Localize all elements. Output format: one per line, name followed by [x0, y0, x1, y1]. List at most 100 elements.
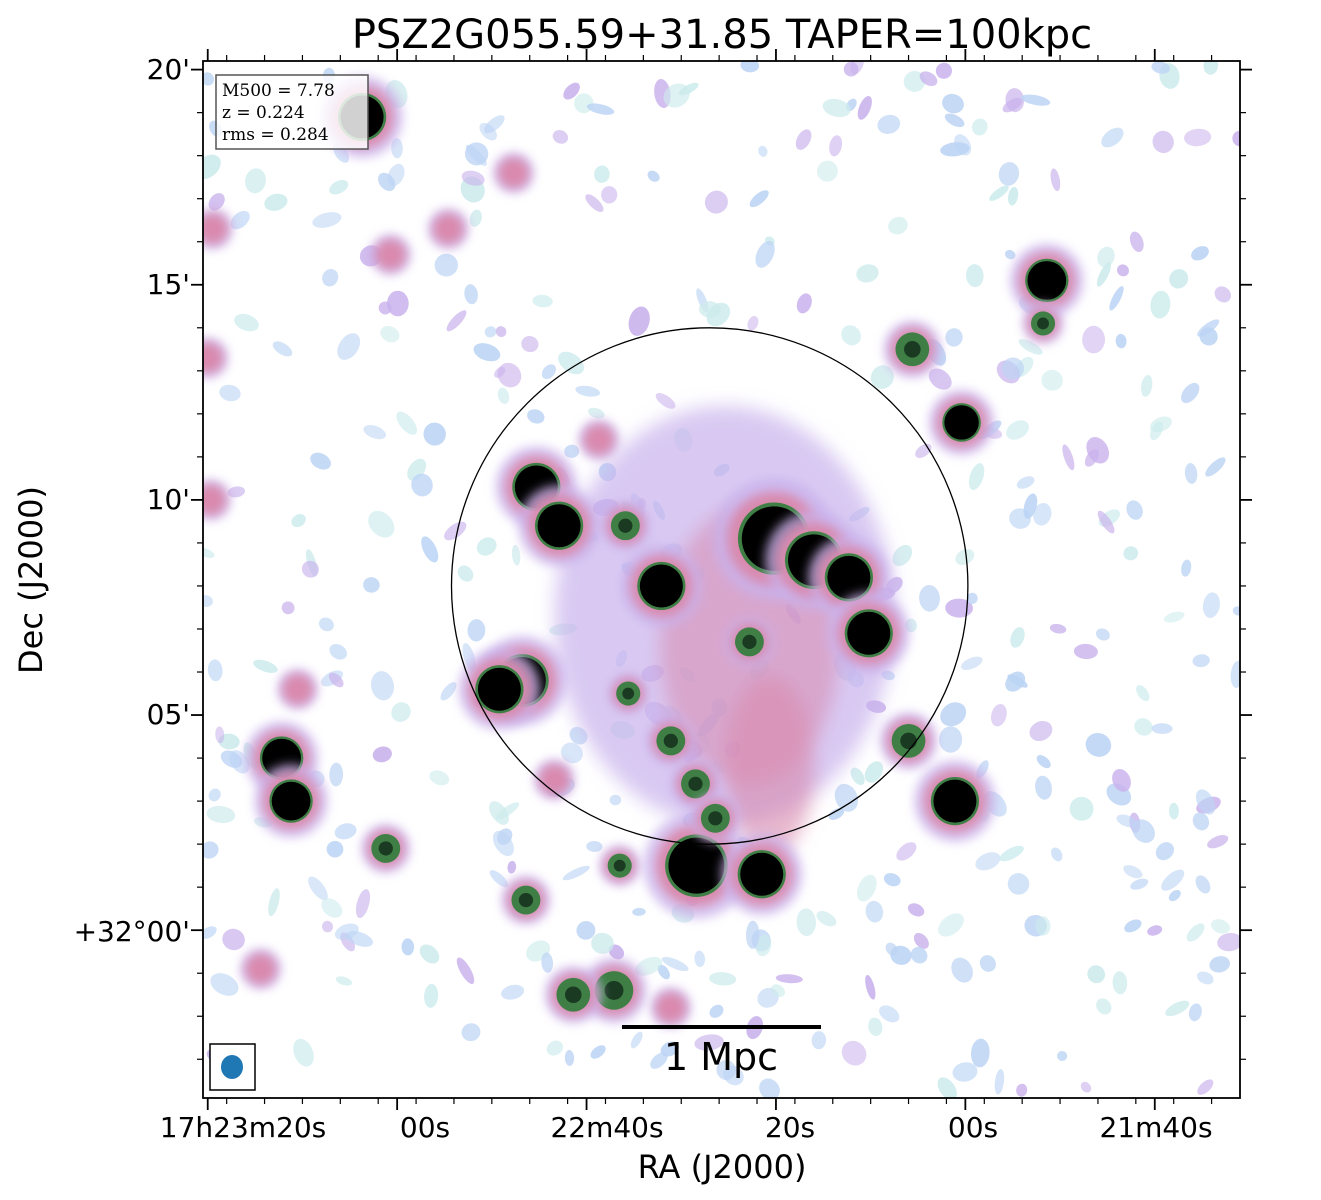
noise-blob [960, 656, 983, 671]
noise-blob [1151, 61, 1170, 74]
noise-blob [1096, 998, 1112, 1015]
beam-ellipse [221, 1055, 243, 1079]
noise-blob [321, 898, 343, 918]
noise-blob [222, 928, 245, 951]
noise-blob [706, 302, 731, 327]
noise-blob [1023, 493, 1038, 519]
noise-blob [1007, 674, 1028, 688]
noise-blob [709, 1004, 724, 1018]
noise-blob [1163, 611, 1185, 623]
source-core [548, 773, 561, 786]
noise-blob [590, 1045, 606, 1059]
noise-blob [203, 154, 221, 180]
noise-blob [796, 293, 812, 314]
noise-blob [1096, 262, 1111, 287]
noise-blob [497, 362, 522, 388]
noise-blob [1112, 768, 1131, 792]
noise-blob [281, 601, 295, 615]
noise-blob [1010, 627, 1025, 648]
radio-source [928, 389, 995, 456]
noise-blob [907, 903, 925, 917]
noise-blob [1168, 802, 1179, 820]
noise-blob [401, 938, 415, 956]
noise-blob [709, 972, 737, 986]
noise-blob [979, 955, 996, 972]
noise-blob [301, 560, 319, 578]
source-core [604, 980, 624, 1000]
noise-blob [253, 659, 278, 673]
y-tick-labels: 20' 15' 10' 05' +32°00' [74, 53, 190, 948]
noise-blob [609, 794, 622, 806]
noise-blob [913, 932, 929, 949]
noise-blob [632, 907, 646, 916]
noise-blob [661, 956, 689, 972]
noise-blob [775, 974, 803, 984]
source-core [944, 405, 979, 440]
source-core [613, 859, 626, 872]
noise-blob [560, 742, 583, 764]
radio-source [650, 987, 692, 1029]
info-m500: M500 = 7.78 [222, 81, 335, 101]
noise-blob [888, 216, 908, 235]
noise-blob [1101, 127, 1124, 148]
noise-blob [1033, 503, 1052, 526]
noise-blob [219, 384, 241, 402]
source-core [537, 504, 581, 548]
source-core [900, 732, 917, 750]
noise-blob [1195, 875, 1211, 894]
noise-blob [1186, 923, 1205, 942]
x-axis-label: RA (J2000) [638, 1148, 807, 1186]
noise-blob [1161, 869, 1185, 891]
noise-blob [955, 548, 975, 566]
source-core [668, 837, 725, 894]
source-core [664, 1001, 677, 1014]
noise-blob [328, 672, 344, 688]
noise-blob [628, 306, 650, 336]
noise-blob [1062, 444, 1075, 471]
noise-blob [928, 368, 952, 390]
noise-blob [647, 170, 660, 182]
noise-blob [841, 325, 861, 346]
chart-title: PSZ2G055.59+31.85 TAPER=100kpc [352, 12, 1092, 58]
noise-blob [411, 473, 433, 497]
noise-blob [310, 452, 331, 470]
radio-source [493, 152, 535, 194]
noise-blob [206, 805, 236, 824]
noise-blob [655, 393, 676, 409]
noise-blob [1191, 246, 1209, 261]
noise-blob [694, 950, 706, 967]
noise-blob [1041, 369, 1063, 391]
noise-blob [1197, 319, 1220, 337]
radio-source [203, 208, 233, 250]
noise-blob [220, 750, 243, 768]
y-tick-label: 20' [147, 53, 190, 86]
noise-blob [1168, 889, 1181, 902]
noise-blob [1016, 476, 1035, 489]
noise-blob [588, 407, 605, 419]
noise-blob [1109, 286, 1124, 311]
noise-blob [1132, 819, 1155, 843]
noise-blob [1116, 814, 1137, 828]
radio-source [607, 673, 649, 714]
x-tick-label: 21m40s [1099, 1111, 1212, 1144]
noise-blob [291, 514, 306, 528]
radio-source [720, 833, 803, 916]
radio-source [646, 716, 696, 766]
noise-blob [207, 659, 223, 682]
info-box-frame [215, 74, 369, 150]
source-core [847, 611, 891, 655]
noise-blob [293, 1038, 314, 1067]
noise-blob [856, 874, 877, 902]
noise-blob [363, 425, 386, 440]
x-tick-label: 20s [765, 1111, 815, 1144]
noise-blob [586, 840, 603, 853]
noise-blob [1036, 755, 1051, 769]
noise-blob [326, 840, 344, 858]
noise-blob [380, 325, 400, 343]
noise-blob [264, 193, 288, 211]
noise-blob [1085, 732, 1112, 757]
noise-blob [208, 193, 225, 211]
noise-blob [938, 726, 963, 753]
noise-blob [1230, 660, 1240, 688]
noise-blob [879, 1005, 900, 1023]
